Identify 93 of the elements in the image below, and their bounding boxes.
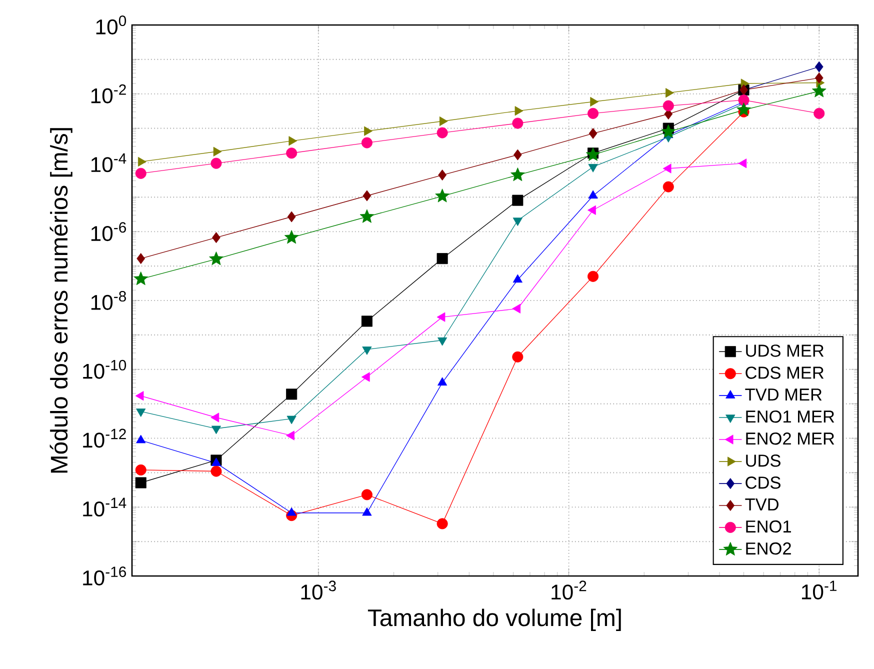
y-tick-label: 10$^{-12}$ — [83, 428, 126, 448]
point — [286, 507, 296, 516]
point — [136, 253, 146, 264]
point — [288, 136, 298, 146]
point — [439, 116, 448, 126]
point — [138, 156, 146, 167]
legend-label: ENO2 MER — [746, 432, 834, 445]
point — [210, 158, 222, 169]
point — [512, 304, 521, 314]
point — [814, 61, 824, 72]
legend-label: UDS MER — [746, 344, 824, 357]
point — [661, 124, 676, 138]
point — [662, 181, 674, 192]
point — [438, 337, 448, 346]
point — [588, 205, 596, 215]
point — [135, 477, 146, 488]
point — [514, 106, 524, 116]
point — [210, 412, 220, 422]
point — [361, 316, 372, 327]
point — [135, 464, 146, 476]
legend-label: ENO1 — [746, 520, 791, 533]
point — [814, 108, 825, 119]
x-axis-title: Tamanho do volume [m] — [368, 608, 621, 632]
legend-label: TVD — [745, 498, 778, 510]
point — [136, 408, 146, 417]
legend-label: TVD MER — [745, 388, 822, 401]
point — [212, 232, 220, 244]
point — [362, 190, 372, 202]
y-tick-label: 10$^{-14}$ — [83, 498, 126, 517]
point — [436, 253, 448, 264]
point — [736, 102, 751, 116]
point — [211, 426, 222, 434]
y-tick-label: 10$^{-6}$ — [91, 222, 126, 242]
point — [362, 346, 372, 355]
y-tick-label: 10$^{-10}$ — [83, 360, 126, 379]
y-tick-label: 10$^{0}$ — [96, 16, 126, 34]
point — [436, 518, 448, 530]
point — [662, 100, 674, 112]
point — [286, 148, 298, 159]
point — [287, 211, 296, 222]
point — [812, 84, 826, 98]
point — [286, 416, 296, 424]
point — [213, 146, 222, 156]
point — [513, 149, 522, 160]
point — [436, 312, 446, 322]
point — [284, 230, 299, 244]
point — [438, 169, 447, 181]
y-tick-label: 10$^{-16}$ — [83, 566, 126, 586]
point — [436, 127, 448, 138]
point — [512, 194, 524, 206]
point — [360, 209, 374, 223]
point — [210, 466, 222, 477]
x-tick-label: 10$^{-1}$ — [802, 580, 836, 600]
point — [588, 270, 599, 282]
x-tick-label: 10$^{-3}$ — [301, 580, 336, 600]
point — [738, 158, 747, 168]
point — [362, 507, 372, 516]
point — [588, 164, 598, 172]
point — [364, 126, 372, 136]
y-tick-label: 10$^{-4}$ — [91, 153, 126, 172]
point — [512, 274, 522, 283]
x-tick-label: 10$^{-2}$ — [552, 580, 586, 600]
point — [438, 377, 448, 386]
point — [134, 272, 148, 286]
point — [588, 128, 598, 139]
point — [211, 458, 222, 466]
legend-label: CDS — [746, 476, 780, 489]
point — [588, 190, 598, 199]
point — [435, 188, 450, 202]
legend-label: CDS MER — [746, 366, 824, 379]
legend-label: UDS — [746, 454, 780, 467]
point — [286, 430, 294, 440]
y-axis-title: Módulo dos erros numérios [m/s] — [50, 128, 72, 473]
point — [361, 137, 372, 148]
point — [135, 391, 144, 401]
point — [666, 88, 674, 98]
point — [814, 72, 824, 84]
point — [588, 108, 599, 119]
y-tick-label: 10$^{-2}$ — [91, 84, 126, 104]
point — [512, 118, 524, 129]
point — [209, 252, 224, 266]
point — [510, 168, 525, 182]
legend-label: ENO2 — [746, 542, 791, 555]
point — [135, 168, 146, 179]
point — [361, 372, 370, 382]
legend-label: ENO1 MER — [746, 410, 834, 423]
point — [136, 434, 146, 444]
point — [590, 96, 599, 107]
point — [286, 388, 298, 400]
y-tick-label: 10$^{-8}$ — [91, 291, 126, 310]
point — [512, 351, 524, 362]
point — [662, 164, 672, 174]
point — [361, 489, 372, 500]
